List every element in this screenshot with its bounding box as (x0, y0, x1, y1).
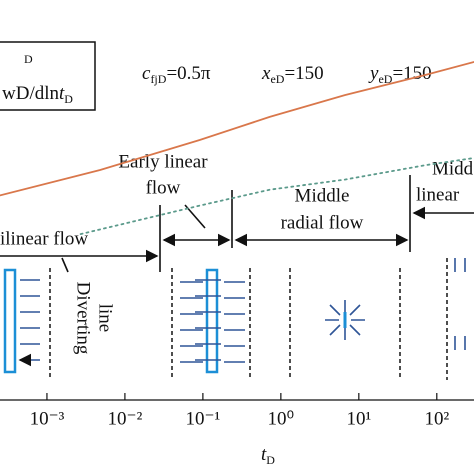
regime-label: Early linear (118, 151, 208, 172)
x-tick-label: 10⁰ (268, 408, 295, 429)
x-tick-label: 10² (424, 408, 449, 429)
x-tick-label: 10⁻³ (30, 408, 65, 429)
regime-label: Middle (295, 185, 350, 206)
regime-label: radial flow (281, 212, 364, 233)
regime-label: ilinear flow (0, 228, 88, 249)
diverting-label: Diverting (73, 282, 94, 355)
x-tick-label: 10¹ (346, 408, 371, 429)
parameter: yeD=150 (368, 63, 432, 85)
regime-dividers (0, 175, 474, 273)
x-axis-label: tD (261, 444, 275, 466)
parameter: xeD=150 (261, 63, 324, 85)
x-tick-label: 10⁻² (108, 408, 143, 429)
regime-label: flow (146, 177, 181, 198)
regime-label: linear (416, 184, 460, 205)
data-line (0, 61, 474, 197)
parameter: cfjD=0.5π (142, 63, 211, 85)
x-tick-label: 10⁻¹ (186, 408, 221, 429)
regime-label: Midd (432, 158, 474, 179)
flow-schematic (3, 258, 466, 380)
diverting-label: line (95, 304, 116, 333)
data-line (79, 157, 474, 235)
legend-text: wD/dlntD (2, 83, 73, 105)
legend-box (0, 41, 96, 111)
legend-text: D (24, 52, 33, 66)
